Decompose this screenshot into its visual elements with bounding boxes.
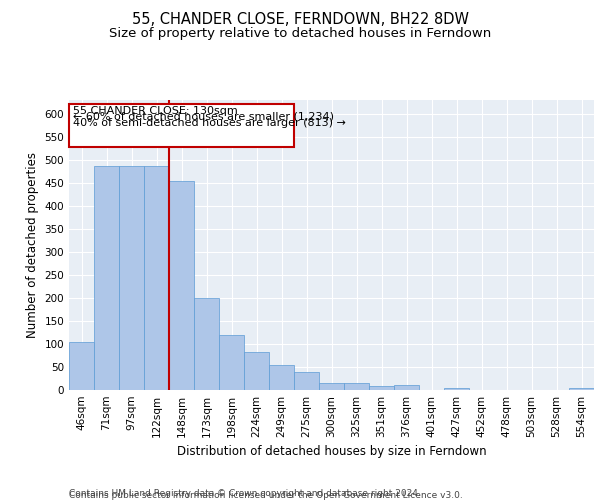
Text: Contains public sector information licensed under the Open Government Licence v3: Contains public sector information licen… [69,491,463,500]
Text: Contains HM Land Registry data © Crown copyright and database right 2024.: Contains HM Land Registry data © Crown c… [69,488,421,498]
Bar [69,342,94,390]
Bar [269,364,294,390]
Bar [569,388,594,390]
Bar [319,383,344,390]
Bar [344,383,369,390]
Text: 40% of semi-detached houses are larger (813) →: 40% of semi-detached houses are larger (… [73,118,346,128]
Bar [94,166,119,390]
Text: 55, CHANDER CLOSE, FERNDOWN, BH22 8DW: 55, CHANDER CLOSE, FERNDOWN, BH22 8DW [131,12,469,28]
Text: 55 CHANDER CLOSE: 130sqm: 55 CHANDER CLOSE: 130sqm [73,106,238,116]
Bar [219,335,244,390]
Text: ← 60% of detached houses are smaller (1,234): ← 60% of detached houses are smaller (1,… [73,112,334,122]
Bar [169,182,194,390]
Bar [369,386,394,390]
Bar [294,372,319,390]
Bar [119,166,144,390]
X-axis label: Distribution of detached houses by size in Ferndown: Distribution of detached houses by size … [176,446,487,458]
Text: Size of property relative to detached houses in Ferndown: Size of property relative to detached ho… [109,28,491,40]
Bar [194,298,219,390]
Bar [144,166,169,390]
Bar [394,386,419,390]
Bar [69,104,294,148]
Bar [444,388,469,390]
Y-axis label: Number of detached properties: Number of detached properties [26,152,39,338]
Bar [244,352,269,390]
